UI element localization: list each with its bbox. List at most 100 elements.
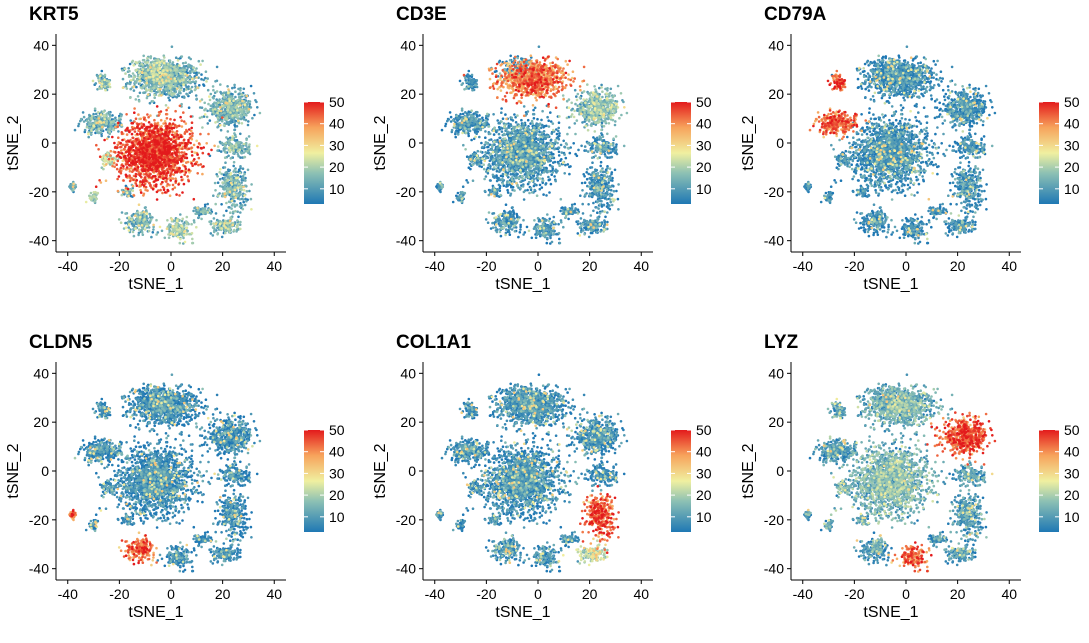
data-point (165, 180, 168, 183)
data-point (143, 118, 146, 121)
data-point (185, 161, 188, 164)
data-point (90, 129, 93, 133)
data-point (202, 115, 206, 118)
data-point (203, 207, 207, 210)
data-point (111, 135, 114, 139)
data-point (246, 123, 250, 127)
data-point (156, 164, 159, 168)
data-point (127, 223, 131, 226)
data-point (227, 91, 230, 94)
data-point (131, 122, 135, 125)
data-point (97, 79, 101, 82)
data-point (143, 206, 147, 209)
data-point (108, 82, 111, 86)
data-point (216, 181, 220, 184)
y-tick-label: -40 (29, 233, 49, 249)
data-point (214, 80, 217, 83)
data-point (107, 157, 111, 161)
data-point (236, 194, 239, 198)
data-point (108, 80, 111, 83)
data-point (217, 101, 220, 105)
colorbar-tick-label: 40 (329, 116, 345, 132)
data-point (148, 126, 152, 129)
data-point (195, 225, 198, 229)
data-point (164, 164, 167, 167)
data-point (223, 145, 227, 148)
data-point (141, 181, 144, 184)
data-point (178, 82, 181, 86)
data-point (147, 142, 151, 145)
data-point (138, 64, 141, 67)
data-point (188, 132, 192, 136)
data-point (166, 182, 169, 186)
data-point (119, 141, 122, 145)
data-point (103, 85, 107, 88)
data-point (95, 129, 98, 133)
data-point (180, 156, 183, 160)
data-point (155, 157, 158, 161)
data-point (224, 171, 227, 174)
data-point (116, 125, 119, 129)
data-point (150, 155, 154, 159)
data-point (183, 96, 186, 99)
data-point (165, 73, 168, 76)
data-point (223, 192, 226, 196)
data-point (138, 153, 142, 156)
x-tick-label: 0 (167, 258, 175, 274)
data-point (154, 67, 157, 71)
data-point (211, 234, 215, 237)
data-point (237, 180, 240, 183)
data-point (174, 177, 177, 180)
data-point (208, 95, 211, 98)
data-point (88, 113, 91, 117)
data-point (219, 167, 222, 171)
data-point (90, 127, 94, 130)
data-point (173, 158, 176, 161)
data-point (201, 151, 205, 155)
data-point (104, 153, 108, 157)
data-point (163, 149, 167, 152)
data-point (99, 113, 103, 116)
data-point (235, 192, 239, 195)
data-point (120, 131, 124, 134)
data-point (214, 222, 218, 226)
data-point (227, 187, 230, 191)
data-point (161, 191, 164, 195)
data-point (124, 163, 128, 166)
data-point (176, 235, 180, 239)
data-point (131, 72, 135, 75)
data-point (217, 109, 221, 112)
data-point (223, 228, 227, 232)
data-point (221, 142, 225, 146)
data-point (197, 163, 200, 167)
data-point (126, 187, 130, 191)
data-point (116, 189, 120, 193)
data-point (122, 190, 125, 194)
data-point (168, 227, 171, 231)
data-point (105, 120, 109, 123)
data-point (212, 217, 216, 220)
data-point (180, 175, 183, 179)
data-point (90, 114, 94, 118)
data-point (232, 99, 235, 102)
data-point (147, 75, 151, 79)
data-point (227, 200, 231, 203)
data-point (104, 88, 107, 92)
data-point (235, 124, 239, 128)
data-point (236, 99, 239, 102)
data-point (233, 132, 236, 135)
data-point (176, 59, 180, 62)
data-point (222, 173, 226, 176)
data-point (196, 206, 199, 210)
data-point (151, 148, 154, 151)
data-point (153, 122, 157, 125)
data-point (168, 122, 171, 125)
data-point (113, 151, 117, 154)
data-point (117, 130, 120, 133)
data-point (127, 216, 131, 219)
data-point (89, 191, 93, 195)
data-point (193, 162, 197, 166)
data-point (176, 87, 179, 90)
data-point (189, 57, 192, 61)
data-point (127, 194, 130, 198)
